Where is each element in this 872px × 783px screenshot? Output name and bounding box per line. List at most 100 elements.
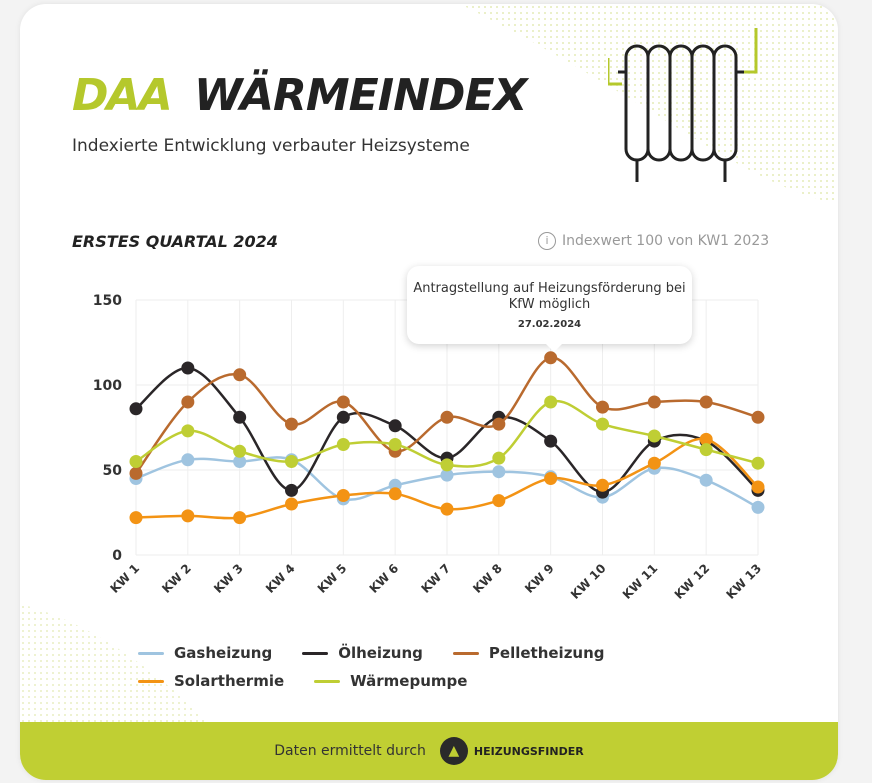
data-point [596, 478, 609, 492]
data-point [751, 456, 765, 470]
data-point [285, 497, 298, 511]
data-point [492, 417, 506, 431]
line-chart: 0 50 100 150 KW 1 KW 2 KW 3 KW 4 KW 5 KW 6 KW 7 KW … [93, 293, 765, 602]
data-point [440, 502, 454, 516]
data-point [647, 456, 661, 470]
data-point [285, 417, 298, 431]
legend-label: Pelletheizung [488, 644, 605, 662]
legend-label: Solarthermie [174, 672, 285, 690]
data-point [440, 468, 454, 482]
legend-swatch [314, 679, 341, 683]
footer: Daten ermittelt durch ▲ HEIZUNGSFINDER [20, 722, 838, 780]
tooltip-date: 27.02.2024 [517, 319, 582, 330]
legend-item[interactable]: Gasheizung [138, 644, 272, 662]
data-point [181, 424, 195, 438]
x-tick-label: KW 9 [522, 561, 557, 596]
legend-item[interactable]: Wärmepumpe [314, 672, 467, 690]
data-point [233, 444, 247, 458]
data-point [544, 434, 558, 448]
data-point [181, 395, 195, 409]
footer-text: Daten ermittelt durch [274, 743, 426, 759]
data-point [388, 438, 402, 451]
x-tick-label: KW 4 [263, 561, 298, 596]
data-point [596, 417, 609, 431]
data-point [388, 419, 402, 433]
data-point [336, 438, 350, 451]
data-point [544, 472, 558, 485]
data-point [129, 511, 143, 525]
legend-item[interactable]: Pelletheizung [452, 644, 605, 662]
data-point [596, 400, 609, 414]
x-tick-label: KW 11 [620, 561, 661, 602]
x-tick-label: KW 7 [418, 561, 453, 596]
data-point [699, 395, 713, 409]
logo: DAA [72, 70, 173, 121]
x-tick-label: KW 1 [107, 561, 142, 596]
legend-swatch [452, 651, 479, 655]
data-point [699, 473, 713, 487]
data-point [647, 429, 661, 443]
data-point [336, 395, 350, 409]
data-point [492, 465, 506, 479]
data-point [336, 410, 350, 424]
y-tick-label: 0 [112, 548, 122, 564]
tooltip-text: Antragstellung auf Heizungsförderung bei… [413, 281, 686, 312]
x-tick-label: KW 12 [672, 561, 713, 602]
data-point [751, 500, 765, 514]
flame-icon: ▲ [439, 737, 468, 765]
data-point [492, 494, 506, 508]
subtitle: Indexierte Entwicklung verbauter Heizsys… [72, 136, 470, 156]
data-point [492, 451, 506, 465]
x-tick-label: KW 5 [315, 561, 350, 596]
data-point [388, 487, 402, 501]
x-tick-label: KW 13 [724, 561, 765, 602]
data-point [233, 410, 247, 424]
legend-swatch [138, 651, 164, 655]
data-point [181, 361, 195, 375]
x-tick-label: KW 10 [568, 561, 609, 602]
data-point [181, 509, 195, 523]
legend: Gasheizung Ölheizung Pelletheizung Solarthe… [138, 644, 778, 690]
legend-label: Gasheizung [174, 644, 273, 662]
x-tick-label: KW 3 [211, 561, 246, 596]
data-point [336, 489, 350, 502]
data-point [751, 410, 765, 424]
index-note: i Indexwert 100 von KW1 2023 [538, 232, 769, 250]
data-point [233, 455, 247, 468]
data-point [129, 402, 143, 416]
x-tick-label: KW 6 [367, 561, 402, 596]
y-tick-label: 150 [93, 293, 122, 309]
data-point [233, 511, 247, 525]
info-icon: i [538, 232, 556, 250]
note-text: Indexwert 100 von KW1 2023 [562, 233, 770, 249]
data-point [699, 443, 713, 457]
data-point [544, 395, 558, 409]
legend-swatch [302, 651, 329, 655]
brand-name[interactable]: HEIZUNGSFINDER [473, 744, 584, 758]
data-point [129, 466, 143, 480]
y-tick-label: 100 [93, 378, 122, 394]
legend-item[interactable]: Ölheizung [302, 644, 423, 662]
data-point [699, 432, 713, 446]
data-point [751, 480, 765, 494]
data-point [129, 455, 143, 468]
data-point [285, 455, 298, 468]
data-point [181, 453, 195, 467]
section-title: ERSTES QUARTAL 2024 [72, 232, 278, 251]
data-point [647, 395, 661, 409]
card: DAA WÄRMEINDEX Indexierte Entwicklung ve… [20, 4, 838, 780]
x-tick-label: KW 8 [470, 561, 505, 596]
data-point [440, 458, 454, 472]
legend-label: Ölheizung [338, 644, 423, 662]
data-point [544, 351, 558, 365]
data-point [440, 410, 454, 424]
page-title: WÄRMEINDEX [194, 70, 527, 121]
legend-label: Wärmepumpe [350, 672, 468, 690]
tooltip: Antragstellung auf Heizungsförderung bei… [407, 266, 692, 352]
y-tick-label: 50 [103, 463, 123, 479]
x-tick-label: KW 2 [159, 561, 194, 596]
data-point [233, 368, 247, 382]
data-point [285, 483, 298, 497]
radiator-icon [608, 28, 758, 182]
legend-item[interactable]: Solarthermie [138, 672, 284, 690]
